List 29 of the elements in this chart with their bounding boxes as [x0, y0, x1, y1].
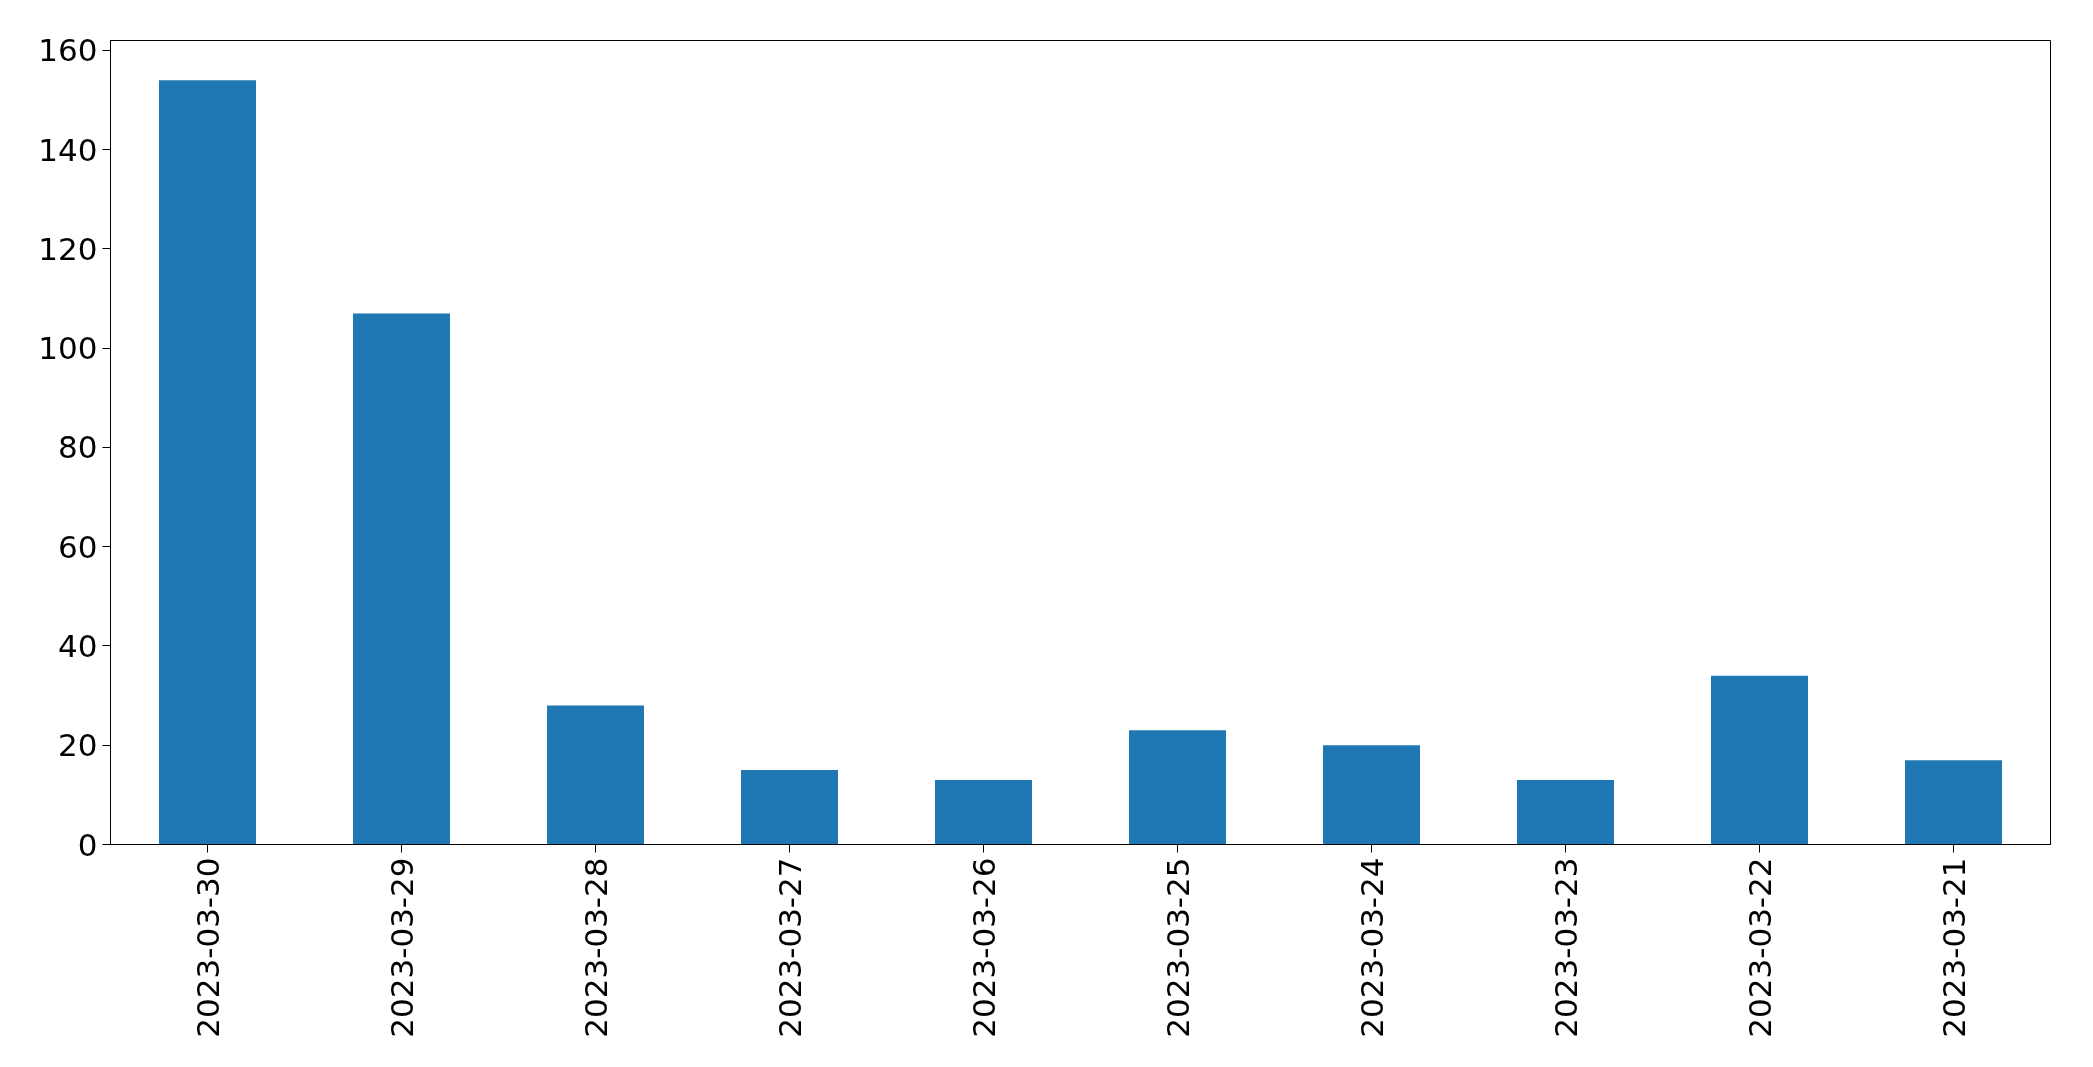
x-tick-label: 2023-03-29 — [383, 857, 420, 1038]
y-tick-label: 0 — [77, 826, 98, 863]
x-tick-label: 2023-03-25 — [1159, 857, 1196, 1038]
x-tick-label: 2023-03-28 — [577, 857, 614, 1038]
bar — [1517, 779, 1614, 845]
bar — [1129, 730, 1226, 845]
y-tick-label: 100 — [38, 330, 98, 367]
bar — [1905, 760, 2002, 845]
y-tick-label: 40 — [58, 627, 98, 664]
x-tick-label: 2023-03-27 — [771, 857, 808, 1038]
y-tick-label: 140 — [38, 131, 98, 168]
bar — [1323, 745, 1420, 845]
y-tick-label: 60 — [58, 528, 98, 565]
bar — [159, 80, 256, 845]
x-tick-label: 2023-03-22 — [1741, 857, 1778, 1038]
bar — [547, 705, 644, 845]
bar — [935, 779, 1032, 845]
y-tick-label: 120 — [38, 230, 98, 267]
x-tick-label: 2023-03-30 — [189, 857, 226, 1038]
x-tick-label: 2023-03-26 — [965, 857, 1002, 1038]
bar — [741, 770, 838, 845]
bar — [1711, 675, 1808, 845]
x-tick-label: 2023-03-23 — [1547, 857, 1584, 1038]
y-tick-label: 20 — [58, 727, 98, 764]
bar — [353, 313, 450, 845]
y-tick-label: 160 — [38, 32, 98, 69]
y-tick-label: 80 — [58, 429, 98, 466]
x-tick-label: 2023-03-24 — [1353, 857, 1390, 1038]
x-tick-label: 2023-03-21 — [1935, 857, 1972, 1038]
